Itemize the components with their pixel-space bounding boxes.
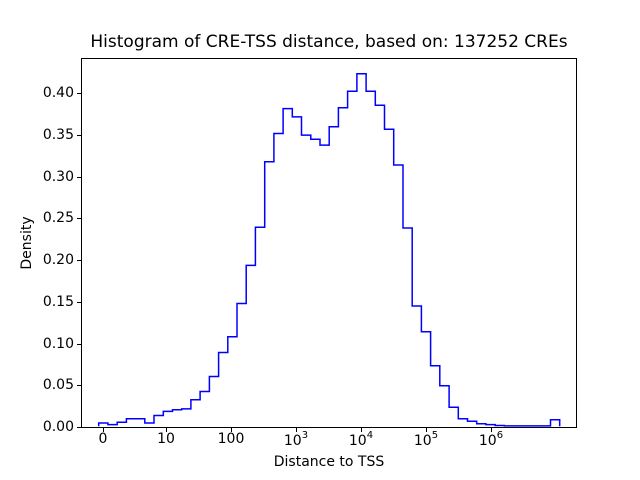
histogram-svg	[97, 72, 561, 427]
y-axis-tick-label: 0.35	[42, 127, 74, 143]
x-axis-tick-label: 100	[217, 431, 245, 447]
y-axis-tick	[77, 260, 81, 261]
x-axis-label: Distance to TSS	[273, 454, 385, 470]
y-axis-tick	[77, 302, 81, 303]
y-axis-tick	[77, 344, 81, 345]
x-axis-tick	[361, 428, 362, 432]
x-axis-tick-label: 104	[348, 430, 374, 449]
x-axis-tick-label: 106	[478, 430, 504, 449]
y-axis-tick-label: 0.00	[42, 419, 74, 435]
y-axis-tick	[77, 93, 81, 94]
chart-title: Histogram of CRE-TSS distance, based on:…	[90, 32, 568, 52]
y-axis-tick-label: 0.30	[42, 169, 74, 185]
y-axis-tick	[77, 385, 81, 386]
x-axis-tick-label: 105	[413, 430, 439, 449]
x-axis-tick	[103, 428, 104, 432]
histogram-step-line	[97, 72, 561, 427]
x-axis-tick	[491, 428, 492, 432]
x-axis-tick-label: 10	[157, 431, 175, 447]
x-axis-tick	[166, 428, 167, 432]
y-axis-tick-label: 0.20	[42, 252, 74, 268]
y-axis-tick	[77, 177, 81, 178]
y-axis-tick	[77, 218, 81, 219]
y-axis-tick-label: 0.40	[42, 85, 74, 101]
x-axis-tick	[426, 428, 427, 432]
plot-area	[81, 58, 577, 428]
y-axis-tick-label: 0.10	[42, 336, 74, 352]
x-axis-tick	[231, 428, 232, 432]
y-axis-tick	[77, 135, 81, 136]
x-axis-tick	[296, 428, 297, 432]
y-axis-tick	[77, 427, 81, 428]
y-axis-tick-label: 0.25	[42, 210, 74, 226]
x-axis-tick-label: 103	[283, 430, 309, 449]
y-axis-tick-label: 0.05	[42, 377, 74, 393]
y-axis-tick-label: 0.15	[42, 294, 74, 310]
x-axis-tick-label: 0	[98, 431, 108, 447]
